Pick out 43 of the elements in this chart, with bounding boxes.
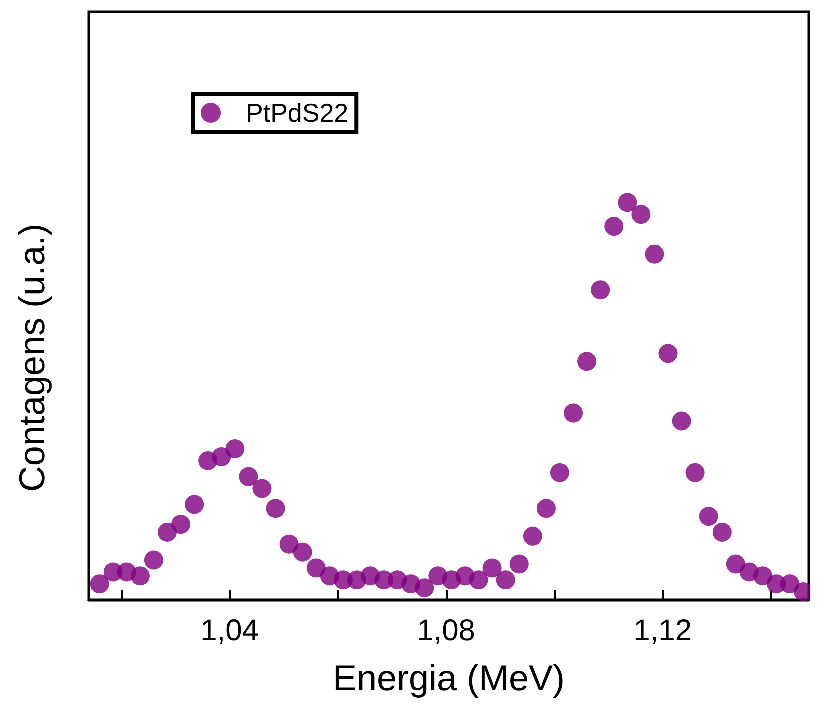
x-axis-title: Energia (MeV) [332, 658, 566, 698]
point [618, 193, 638, 212]
point [496, 570, 516, 590]
point [306, 558, 326, 578]
x-tick-label: 1,04 [200, 614, 259, 648]
point [280, 534, 299, 554]
point [754, 566, 772, 586]
point [536, 499, 556, 518]
point [523, 526, 542, 546]
point [658, 344, 678, 364]
point [90, 574, 110, 594]
point [172, 515, 191, 534]
point [252, 479, 272, 498]
point [780, 574, 800, 594]
x-tick-label: 1,08 [417, 614, 476, 648]
point [604, 217, 624, 236]
legend-label: PtPdS22 [246, 98, 349, 128]
point [158, 522, 177, 542]
point [239, 467, 258, 486]
point [266, 499, 286, 518]
point [510, 554, 529, 574]
point [212, 447, 232, 466]
point [185, 495, 204, 514]
point [482, 558, 502, 578]
point [726, 554, 746, 574]
point [632, 205, 651, 224]
point [699, 507, 718, 526]
point [130, 566, 150, 586]
point [686, 463, 705, 482]
point [712, 522, 732, 542]
y-axis-title: Contagens (u.a.) [12, 224, 52, 492]
point [293, 542, 312, 562]
point [415, 578, 434, 598]
point [672, 412, 692, 431]
point [469, 570, 488, 590]
point [550, 463, 570, 482]
x-tick-label: 1,12 [634, 614, 692, 648]
point [564, 404, 584, 423]
point [645, 244, 664, 264]
point [144, 550, 164, 570]
point [591, 280, 610, 300]
point [226, 440, 245, 459]
point [578, 352, 597, 372]
